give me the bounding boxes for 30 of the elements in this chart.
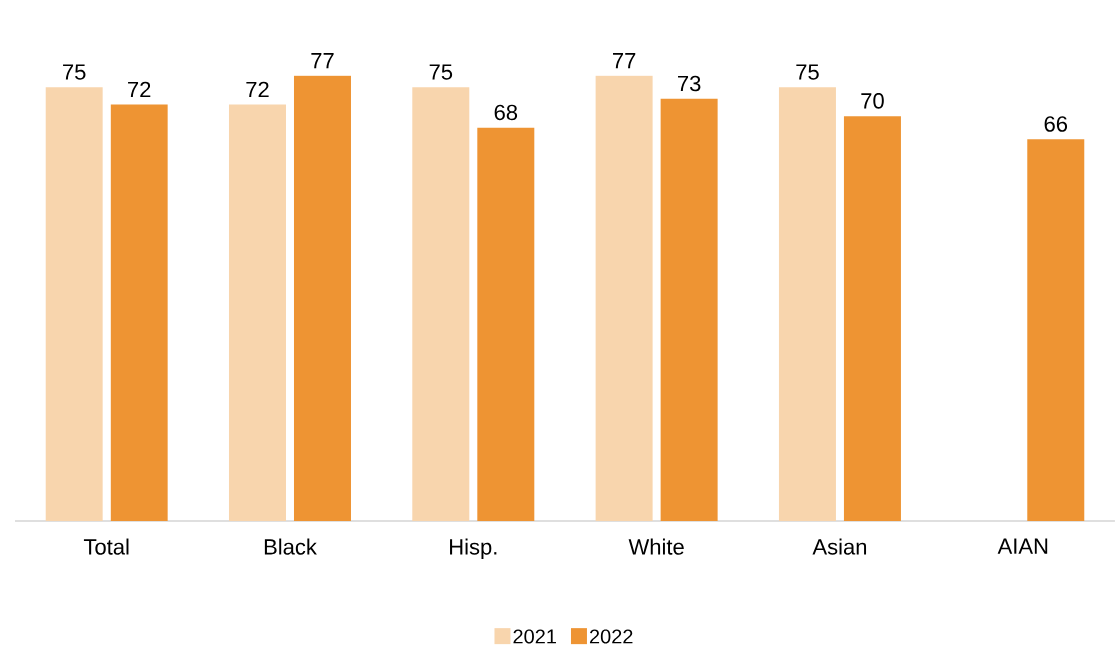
data-label: 77 [613, 53, 636, 69]
bar [477, 127, 535, 521]
data-label: 66 [1044, 116, 1068, 132]
data-label: 77 [311, 53, 334, 69]
bar [110, 104, 168, 521]
data-label: 75 [796, 64, 819, 80]
data-label: 68 [494, 104, 518, 121]
bar [660, 98, 718, 521]
data-label: 75 [63, 64, 86, 80]
x-tick-label: Black [264, 538, 317, 555]
legend-label: 2021 [513, 629, 556, 644]
bar [595, 75, 653, 521]
bar [843, 116, 901, 521]
data-label: 72 [246, 81, 269, 98]
bar [293, 75, 351, 521]
x-tick-label: AIAN [997, 538, 1048, 554]
x-tick-label: White [628, 538, 684, 555]
x-tick-label: Asian [812, 538, 867, 555]
bar [412, 87, 470, 521]
data-label: 75 [429, 64, 453, 80]
bar [228, 104, 286, 521]
data-label: 73 [678, 75, 701, 92]
legend-label: 2022 [589, 629, 633, 644]
x-tick-label: Hisp. [450, 538, 497, 560]
data-label: 70 [861, 93, 884, 109]
data-label: 72 [128, 81, 151, 98]
bar [1027, 139, 1085, 521]
bar [778, 87, 836, 521]
x-tick-label: Total [83, 538, 129, 555]
bar [45, 87, 103, 521]
